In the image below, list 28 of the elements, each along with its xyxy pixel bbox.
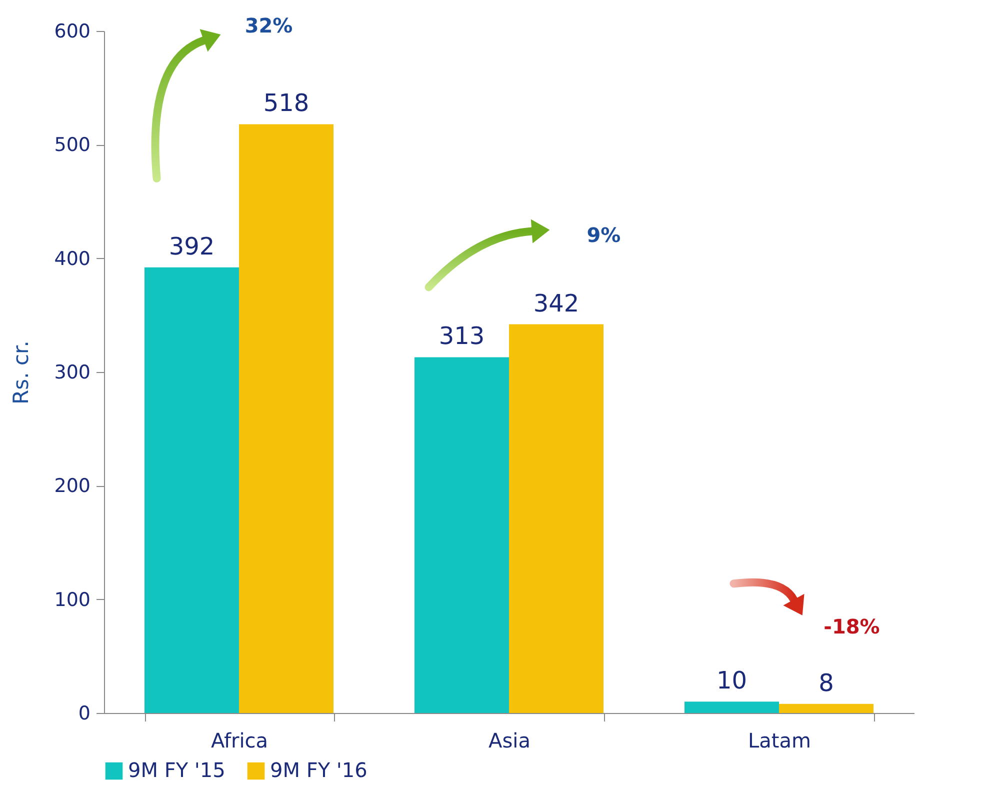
- annotation: 32%: [244, 13, 293, 38]
- data-label: 313: [438, 322, 485, 350]
- y-axis-title: Rs. cr.: [9, 340, 34, 404]
- bar: [779, 704, 874, 713]
- bar: [414, 357, 509, 713]
- y-tick-label: 0: [78, 702, 90, 724]
- data-label: 10: [716, 666, 748, 695]
- data-label: 518: [263, 89, 310, 118]
- legend-label: 9M FY '15: [128, 758, 226, 782]
- y-tick-label: 300: [54, 362, 90, 384]
- y-tick-label: 400: [54, 248, 90, 270]
- x-tick-label: Asia: [488, 728, 530, 752]
- data-label: 8: [818, 668, 834, 697]
- y-tick-label: 200: [54, 475, 90, 498]
- x-tick-label: Africa: [210, 728, 268, 752]
- data-label: 392: [168, 232, 215, 260]
- data-label: 342: [533, 289, 580, 318]
- bar: [509, 324, 604, 713]
- x-tick-label: Latam: [748, 728, 811, 752]
- annotation: -18%: [824, 614, 880, 639]
- y-tick-label: 500: [54, 134, 90, 156]
- y-tick-label: 100: [54, 588, 90, 611]
- bar: [684, 702, 779, 713]
- bar: [144, 267, 239, 713]
- annotation: 9%: [586, 223, 621, 248]
- legend-label: 9M FY '16: [270, 758, 368, 782]
- y-tick-label: 600: [54, 20, 90, 42]
- bar: [239, 124, 334, 713]
